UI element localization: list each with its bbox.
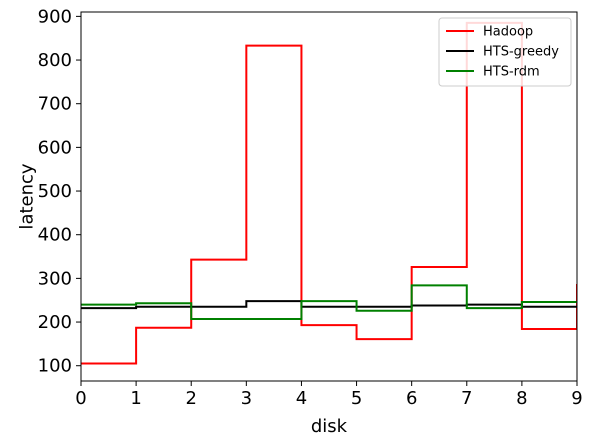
y-tick-label: 400	[38, 225, 72, 246]
legend-label-hts-rdm: HTS-rdm	[483, 65, 540, 80]
series-line-hts-rdm	[81, 284, 577, 320]
y-tick-label: 600	[38, 137, 72, 158]
x-tick-label: 6	[406, 388, 417, 409]
x-tick-label: 7	[461, 388, 472, 409]
ticks: 0 1 2 3 4 5 6 7 8 9 100 200 300 400 500 600 700 800 900	[38, 6, 583, 409]
y-tick-label: 500	[38, 181, 72, 202]
axes-frame	[80, 11, 578, 382]
y-tick-label: 100	[38, 356, 72, 377]
y-axis-label: latency	[16, 163, 37, 229]
legend-label-hadoop: Hadoop	[483, 25, 533, 40]
x-tick-label: 3	[241, 388, 252, 409]
x-tick-label: 2	[185, 388, 196, 409]
axes	[80, 11, 578, 382]
x-axis-label: disk	[311, 416, 348, 437]
x-tick-label: 8	[516, 388, 527, 409]
legend-label-hts-greedy: HTS-greedy	[483, 45, 559, 60]
y-tick-label: 800	[38, 50, 72, 71]
series-line-hts-greedy	[81, 300, 577, 310]
legend: Hadoop HTS-greedy HTS-rdm	[438, 17, 572, 87]
x-tick-label: 5	[351, 388, 362, 409]
y-tick-label: 700	[38, 94, 72, 115]
x-tick-label: 0	[75, 388, 86, 409]
x-tick-label: 9	[571, 388, 582, 409]
y-tick-label: 200	[38, 312, 72, 333]
y-tick-label: 900	[38, 6, 72, 27]
legend-box	[438, 17, 572, 87]
x-tick-label: 1	[130, 388, 141, 409]
x-tick-label: 4	[296, 388, 307, 409]
y-tick-label: 300	[38, 268, 72, 289]
